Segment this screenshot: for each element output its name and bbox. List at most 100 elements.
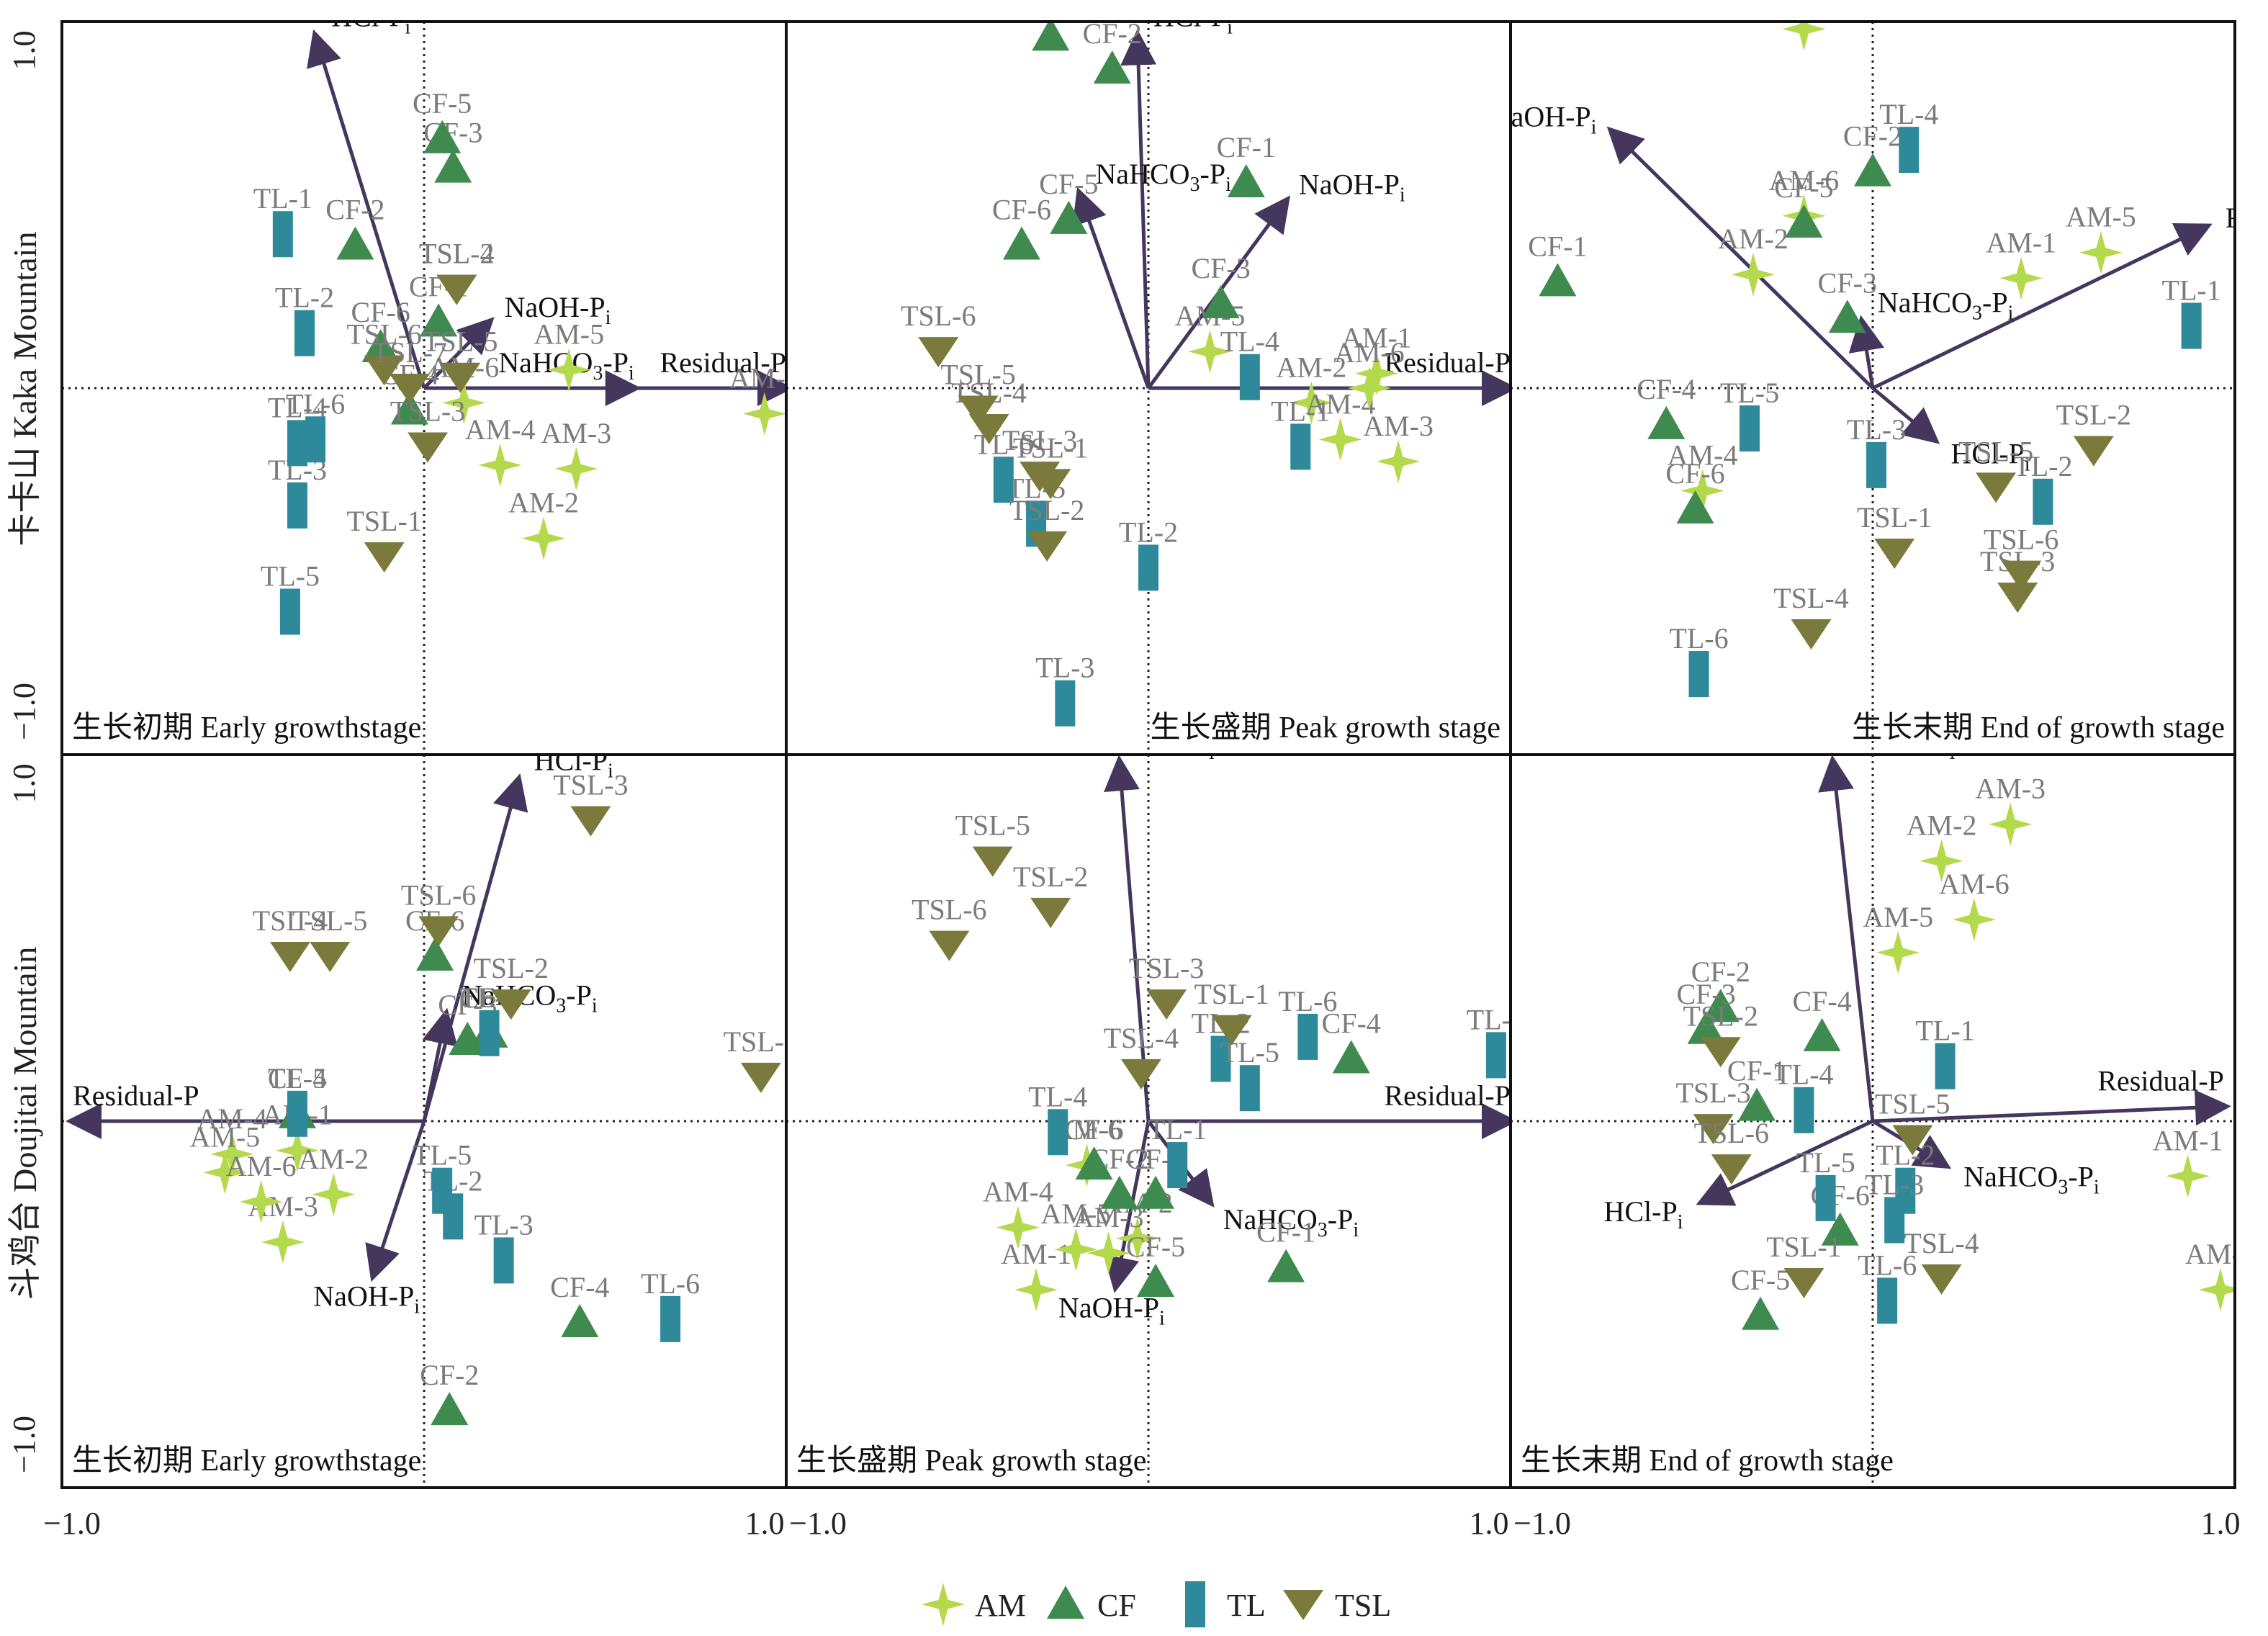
vector-arrow xyxy=(1696,1119,1874,1206)
point-am-4 xyxy=(1318,418,1362,462)
point-label: CF-5 xyxy=(413,87,472,120)
vector-arrow xyxy=(365,1120,426,1282)
point-tl-4 xyxy=(1794,1087,1814,1133)
point-label: CF-1 xyxy=(1217,131,1276,163)
point-label: TL-3 xyxy=(474,1208,534,1241)
point-label: TSL-5 xyxy=(940,359,1015,391)
point-am-1 xyxy=(1999,256,2043,300)
point-tl-2 xyxy=(294,310,315,356)
vector-label: Residual-P xyxy=(73,1079,199,1112)
point-label: TSL-1 xyxy=(724,1025,798,1058)
point-cf-1 xyxy=(1267,1249,1305,1282)
x-tick-min: −1.0 xyxy=(1513,1506,1571,1541)
point-am-2 xyxy=(522,516,565,560)
point-label: TL-3 xyxy=(1467,1003,1526,1035)
vector-label: NaOH-Pi xyxy=(505,291,611,329)
stage-label-end: 生长末期 End of growth stage xyxy=(1521,1444,1894,1478)
point-label: CF-2 xyxy=(1083,17,1142,50)
point-tsl-1 xyxy=(740,1062,781,1093)
legend-label: CF xyxy=(1097,1588,1136,1623)
point-label: TL-3 xyxy=(1865,1168,1924,1200)
point-tl-6 xyxy=(1297,1013,1318,1060)
x-tick-max: 1.0 xyxy=(1470,1506,1509,1541)
point-tl-3 xyxy=(493,1237,514,1284)
point-label: TL-1 xyxy=(1916,1015,1975,1047)
point-label: TSL-4 xyxy=(419,238,494,270)
vector-arrow xyxy=(422,773,528,1122)
point-label: AM-4 xyxy=(1305,387,1376,420)
point-tsl-6 xyxy=(2001,560,2042,591)
point-label: AM-2 xyxy=(1907,809,1977,842)
point-label: TL-4 xyxy=(1879,98,1938,130)
x-tick-min: −1.0 xyxy=(43,1506,101,1541)
vector-label: HCl-Pi xyxy=(1603,1195,1683,1233)
star-icon xyxy=(922,1583,965,1626)
point-cf-6 xyxy=(1676,490,1714,523)
point-label: CF-3 xyxy=(1818,266,1877,299)
point-cf-5 xyxy=(423,120,462,153)
vector-label: NaOH-Pi xyxy=(1490,101,1597,139)
vector-arrow xyxy=(1072,186,1151,389)
point-tsl-4 xyxy=(269,941,310,972)
point-label: CF-5 xyxy=(1039,168,1098,200)
point-label: TL-5 xyxy=(413,1139,472,1172)
point-label: AM-3 xyxy=(1363,410,1434,442)
x-tick-max: 1.0 xyxy=(2201,1506,2241,1541)
legend: AM CF TL TSL xyxy=(922,1581,1391,1627)
point-label: AM-5 xyxy=(189,1120,260,1153)
point-label: TSL-2 xyxy=(1009,494,1084,526)
point-am-2 xyxy=(1732,253,1775,297)
point-am-2 xyxy=(312,1172,356,1216)
vector-label: NaHCO3-Pi xyxy=(1878,286,2014,324)
vector-label: NaOH-Pi xyxy=(1299,168,1405,206)
point-tl-1 xyxy=(1290,423,1311,470)
point-am-5 xyxy=(2079,230,2123,274)
y-tick-max: 1.0 xyxy=(6,764,42,804)
point-tsl-1 xyxy=(1874,539,1915,570)
point-label: TL-3 xyxy=(1035,652,1094,684)
point-tl-3 xyxy=(1485,1032,1506,1079)
point-am-5 xyxy=(1188,330,1232,374)
point-label: CF-1 xyxy=(1256,1216,1315,1249)
point-label: CF-3 xyxy=(1191,252,1250,284)
vector-label: HCl-Pi xyxy=(331,0,410,38)
vector-arrow xyxy=(1818,755,1875,1122)
point-cf-2 xyxy=(336,226,374,260)
point-am-4 xyxy=(1680,469,1724,513)
point-label: TSL-6 xyxy=(1984,523,2058,556)
y-tick-min: −1.0 xyxy=(6,1416,42,1473)
point-tl-1 xyxy=(272,211,293,258)
point-am-4 xyxy=(210,1132,254,1176)
point-cf-5 xyxy=(1050,200,1088,234)
point-cf-6 xyxy=(1075,1146,1113,1180)
point-label: AM-6 xyxy=(1769,164,1840,197)
triangle-down-icon xyxy=(1283,1590,1323,1620)
point-label: AM-6 xyxy=(226,1150,297,1182)
point-label: TSL-1 xyxy=(1766,1231,1841,1263)
point-am-5 xyxy=(547,348,591,392)
point-label: TL-1 xyxy=(253,182,312,215)
point-cf-6 xyxy=(1821,1212,1859,1246)
point-tl-6 xyxy=(993,457,1014,503)
point-tsl-2 xyxy=(490,989,531,1020)
vector-arrow xyxy=(1872,1089,2231,1126)
vector-label: HCl-Pi xyxy=(1135,726,1215,764)
point-label: CF-4 xyxy=(1021,0,1080,17)
point-label: TL-1 xyxy=(1148,1113,1207,1146)
point-tsl-2 xyxy=(1027,531,1068,562)
point-tsl-5 xyxy=(1976,472,2017,503)
point-am-5 xyxy=(203,1151,247,1195)
point-label: CF-6 xyxy=(351,296,410,328)
axis-ticks: −1.0 1.0 −1.0 1.0 −1.0 1.01.0−1.01.0−1.0 xyxy=(6,31,2241,1542)
vector-label: HCl-Pi xyxy=(534,745,613,783)
vector-label: Residual-P xyxy=(1384,1079,1511,1112)
point-tl-2 xyxy=(2033,478,2053,525)
point-am-2 xyxy=(1115,1216,1159,1260)
point-label: TSL-3 xyxy=(553,769,628,801)
legend-item-tl: TL xyxy=(1185,1581,1266,1627)
point-label: CF-5 xyxy=(268,1062,327,1095)
point-label: TL-5 xyxy=(1796,1146,1855,1179)
point-cf-5 xyxy=(1137,1263,1175,1297)
point-tsl-6 xyxy=(929,930,970,961)
